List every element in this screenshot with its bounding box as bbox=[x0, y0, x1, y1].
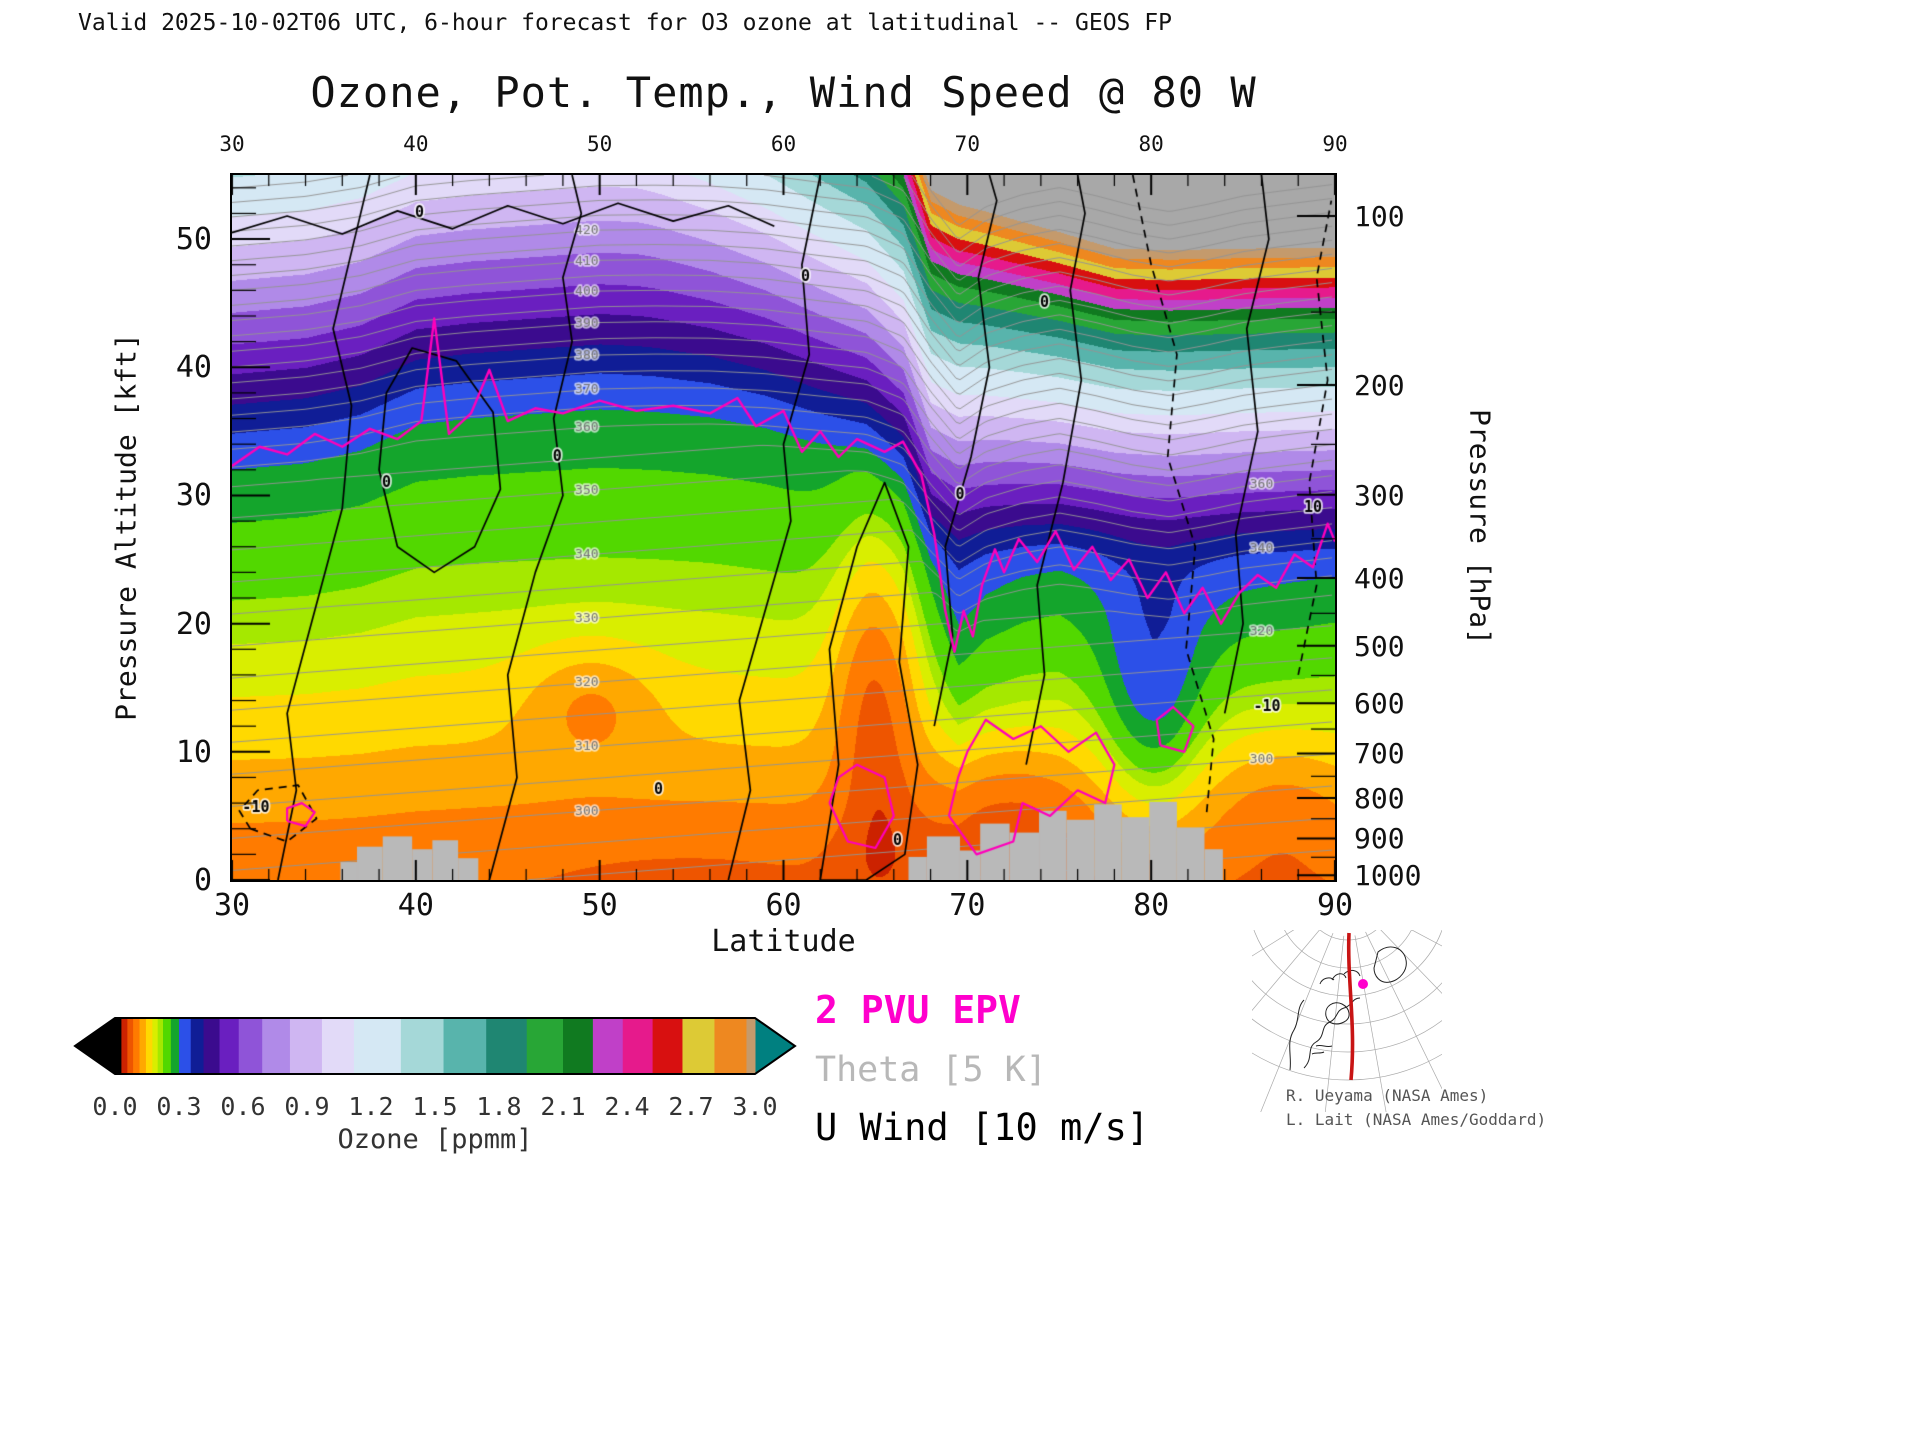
y-tick-right: 700 bbox=[1354, 737, 1405, 771]
map-inset bbox=[1252, 930, 1442, 1112]
credit-line-2: L. Lait (NASA Ames/Goddard) bbox=[1286, 1110, 1547, 1129]
x-tick-top: 40 bbox=[403, 132, 429, 156]
colorbar-tick: 1.2 bbox=[348, 1092, 394, 1121]
colorbar-tick: 0.0 bbox=[92, 1092, 138, 1121]
x-tick-bottom: 30 bbox=[213, 888, 251, 923]
colorbar-tick: 1.8 bbox=[476, 1092, 522, 1121]
y-tick-right: 900 bbox=[1354, 822, 1405, 856]
x-tick-top: 30 bbox=[219, 132, 245, 156]
y-tick-left: 0 bbox=[193, 863, 212, 898]
legend-item-uwind: U Wind [10 m/s] bbox=[815, 1106, 1150, 1149]
x-tick-bottom: 60 bbox=[765, 888, 802, 923]
colorbar-tick: 2.1 bbox=[540, 1092, 586, 1121]
colorbar-tick: 0.9 bbox=[284, 1092, 330, 1121]
colorbar-tick: 0.3 bbox=[156, 1092, 202, 1121]
y-tick-right: 800 bbox=[1354, 782, 1405, 816]
x-tick-bottom: 70 bbox=[949, 888, 986, 923]
x-tick-top: 60 bbox=[770, 132, 797, 156]
legend-item-theta: Theta [5 K] bbox=[815, 1050, 1047, 1090]
x-tick-bottom: 80 bbox=[1133, 888, 1170, 923]
y-tick-right: 100 bbox=[1354, 199, 1405, 233]
colorbar-tick: 2.4 bbox=[604, 1092, 650, 1121]
y-tick-right: 1000 bbox=[1354, 859, 1422, 893]
colorbar-tick: 1.5 bbox=[412, 1092, 458, 1121]
colorbar-tick: 0.6 bbox=[220, 1092, 266, 1121]
y-left-axis-title: Pressure Altitude [kft] bbox=[109, 333, 143, 721]
validity-header: Valid 2025-10-02T06 UTC, 6-hour forecast… bbox=[78, 10, 1172, 36]
y-tick-left: 50 bbox=[175, 222, 212, 258]
y-tick-right: 400 bbox=[1354, 561, 1405, 595]
y-right-axis-title: Pressure [hPa] bbox=[1463, 408, 1497, 646]
x-tick-top: 80 bbox=[1138, 132, 1164, 156]
x-tick-bottom: 50 bbox=[581, 888, 618, 923]
x-tick-top: 50 bbox=[587, 132, 613, 156]
colorbar-tick: 2.7 bbox=[668, 1092, 714, 1121]
colorbar-title: Ozone [ppmm] bbox=[337, 1124, 533, 1155]
colorbar-tick: 3.0 bbox=[732, 1092, 778, 1121]
y-tick-right: 600 bbox=[1354, 687, 1405, 721]
y-tick-right: 200 bbox=[1354, 369, 1405, 403]
x-tick-bottom: 40 bbox=[397, 888, 434, 923]
y-tick-right: 300 bbox=[1354, 478, 1405, 512]
x-axis-title: Latitude bbox=[711, 924, 856, 959]
credit-line-1: R. Ueyama (NASA Ames) bbox=[1286, 1086, 1489, 1105]
x-tick-top: 90 bbox=[1322, 132, 1348, 156]
chart-title: Ozone, Pot. Temp., Wind Speed @ 80 W bbox=[310, 68, 1257, 117]
x-tick-top: 70 bbox=[954, 132, 980, 156]
y-tick-right: 500 bbox=[1354, 629, 1405, 663]
colorbar bbox=[73, 1017, 797, 1075]
ozone-plot-canvas bbox=[230, 173, 1337, 882]
x-tick-bottom: 90 bbox=[1316, 888, 1354, 923]
legend-item-epv: 2 PVU EPV bbox=[815, 988, 1021, 1032]
y-tick-left: 10 bbox=[175, 734, 212, 770]
